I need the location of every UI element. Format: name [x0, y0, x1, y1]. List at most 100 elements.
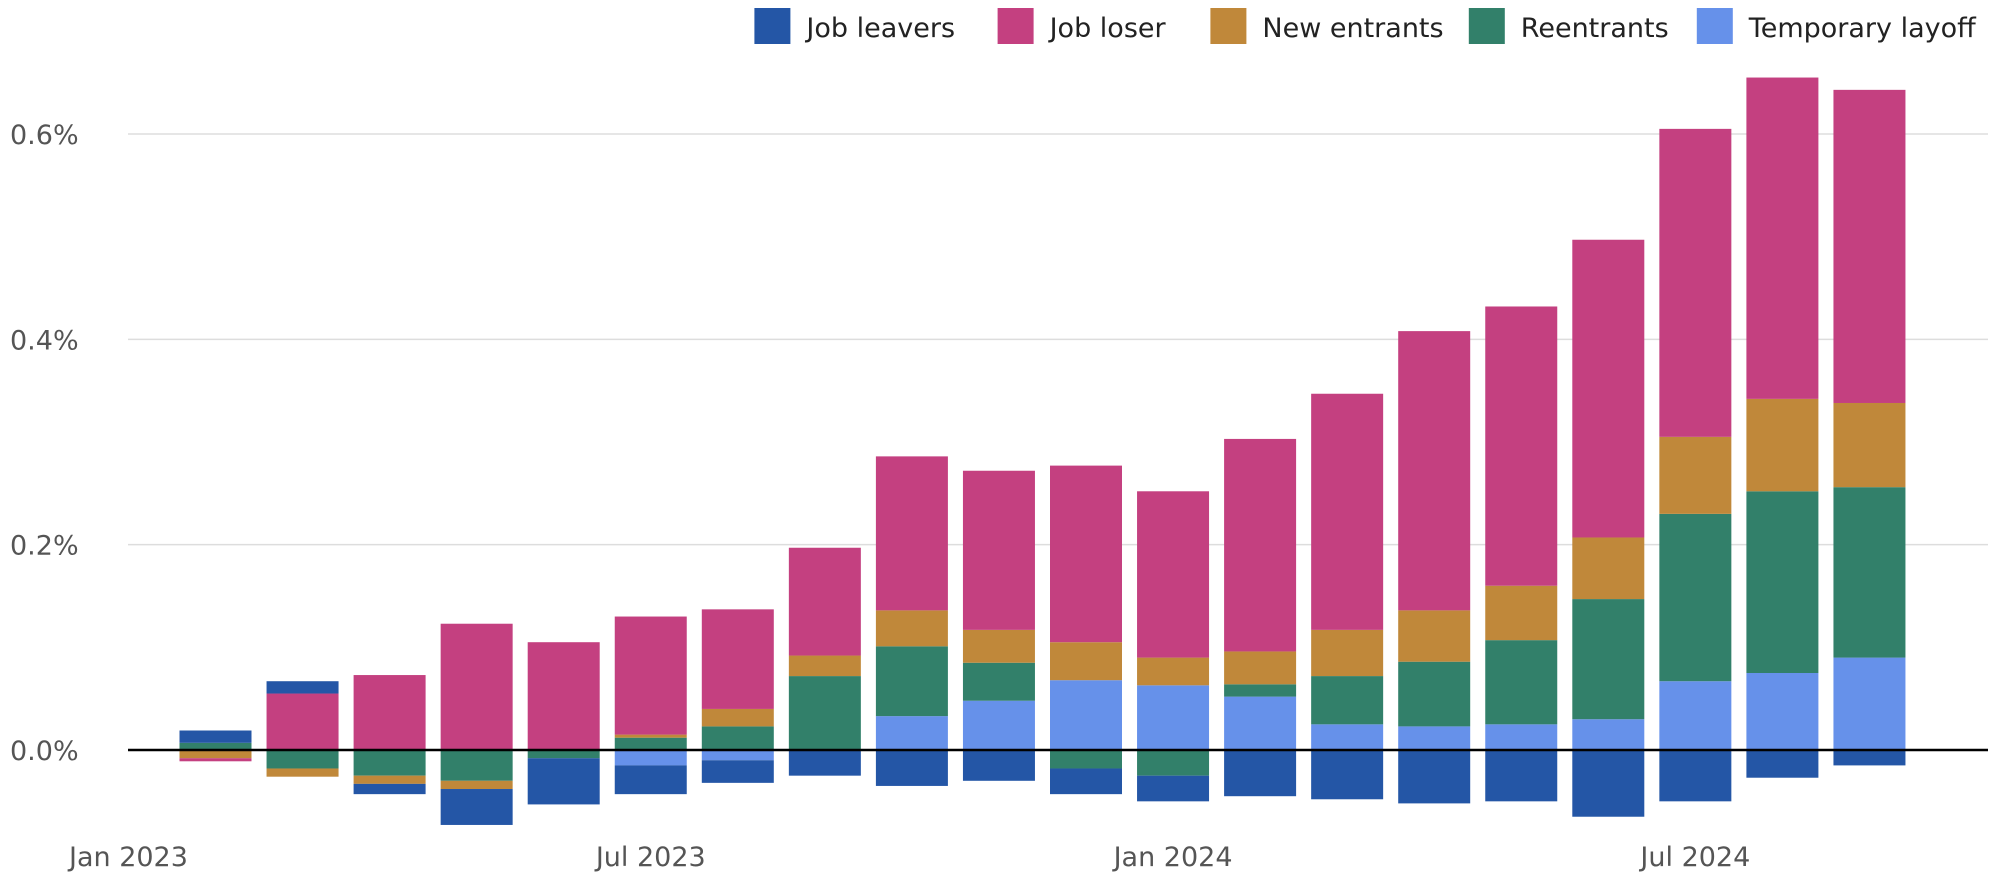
bar-segment-job-loser [527, 642, 600, 750]
x-tick-label: Jul 2024 [1638, 842, 1750, 873]
bar-stack [1485, 306, 1558, 802]
bar-segment-new-entrants [701, 708, 774, 727]
bar-segment-reentrants [875, 646, 948, 717]
bar-segment-new-entrants [1746, 398, 1819, 492]
bar-stack [1311, 393, 1384, 800]
bar-segment-reentrants [1398, 661, 1471, 727]
bar-stack [1137, 491, 1210, 802]
bar-segment-reentrants [1746, 491, 1819, 673]
bar-stack [614, 616, 687, 795]
bar-segment-new-entrants [614, 734, 687, 738]
legend-swatch [997, 8, 1034, 44]
bar-segment-job-leavers [1398, 750, 1471, 804]
bar-segment-temporary-layoff [1572, 719, 1645, 750]
bar-segment-job-leavers [266, 681, 339, 694]
bar-segment-reentrants [1137, 750, 1210, 776]
bar-segment-job-leavers [875, 750, 948, 786]
bar-segment-temporary-layoff [701, 750, 774, 761]
bar-segment-job-loser [1659, 128, 1732, 437]
y-tick-label: 0.4% [10, 325, 79, 356]
legend: Job leavers Job loser New entrants Reentran… [754, 8, 1977, 44]
bar-segment-job-loser [1485, 306, 1558, 586]
y-tick-label: 0.6% [10, 120, 79, 151]
bar-segment-temporary-layoff [1050, 680, 1122, 750]
bar-segment-job-leavers [1572, 750, 1645, 817]
x-tick-label: Jan 2024 [1112, 842, 1233, 873]
bar-segment-job-leavers [527, 758, 600, 805]
legend-item-job-leavers: Job leavers [754, 8, 955, 44]
bar-segment-temporary-layoff [1137, 685, 1210, 750]
bar-segment-new-entrants [1137, 657, 1210, 686]
bar-stack [1833, 89, 1906, 766]
bar-segment-job-leavers [1224, 750, 1297, 797]
bar-segment-new-entrants [1398, 610, 1471, 662]
legend-label: Temporary layoff [1748, 13, 1977, 44]
bar-segment-new-entrants [440, 780, 513, 790]
bar-stack [179, 730, 252, 762]
bar-segment-new-entrants [1224, 651, 1297, 685]
bar-segment-job-leavers [1137, 775, 1210, 802]
y-tick-label: 0.2% [10, 531, 79, 562]
bar-stack [875, 456, 948, 786]
bar-segment-job-leavers [962, 750, 1035, 781]
bar-segment-new-entrants [1833, 402, 1906, 488]
bar-segment-new-entrants [1311, 629, 1384, 677]
legend-item-job-loser: Job loser [997, 8, 1167, 44]
bar-segment-reentrants [1659, 513, 1732, 682]
bar-segment-reentrants [353, 750, 426, 776]
bar-stack [788, 547, 861, 776]
bar-stack [353, 675, 426, 795]
bar-segment-job-loser [701, 609, 774, 709]
legend-label: Job loser [1048, 13, 1167, 44]
bar-stack [266, 681, 339, 777]
bar-segment-reentrants [527, 750, 600, 759]
bar-segment-new-entrants [1485, 585, 1558, 641]
legend-label: New entrants [1262, 13, 1443, 44]
bar-segment-reentrants [1311, 676, 1384, 725]
axes: Jan 2023 Jul 2023 Jan 2024 Jul 2024 [67, 748, 1988, 873]
bar-segment-reentrants [962, 662, 1035, 701]
bar-segment-reentrants [1224, 684, 1297, 697]
bar-segment-temporary-layoff [1485, 724, 1558, 750]
bar-segment-job-loser [788, 547, 861, 656]
bar-stack [962, 470, 1035, 781]
legend-swatch [1210, 8, 1247, 44]
bars [179, 77, 1906, 825]
legend-label: Job leavers [804, 13, 955, 44]
bar-stack [527, 642, 600, 805]
bar-segment-job-leavers [1659, 750, 1732, 802]
bar-segment-job-leavers [353, 783, 426, 795]
bar-segment-reentrants [266, 750, 339, 769]
bar-segment-reentrants [701, 726, 774, 750]
bar-segment-job-leavers [1485, 750, 1558, 802]
bar-stack [1746, 77, 1819, 778]
bar-segment-reentrants [440, 750, 513, 781]
bar-segment-job-loser [614, 616, 687, 735]
bar-segment-reentrants [1572, 599, 1645, 720]
bar-segment-reentrants [614, 737, 687, 750]
bar-segment-new-entrants [1050, 642, 1122, 681]
legend-swatch [1696, 8, 1733, 44]
bar-segment-job-loser [353, 675, 426, 750]
x-tick-label: Jul 2023 [594, 842, 706, 873]
bar-segment-job-leavers [1833, 750, 1906, 766]
bar-segment-temporary-layoff [875, 716, 948, 750]
bar-segment-job-loser [1137, 491, 1210, 658]
bar-segment-temporary-layoff [1398, 726, 1471, 750]
bar-segment-job-leavers [788, 750, 861, 776]
bar-stack [701, 609, 774, 783]
bar-segment-new-entrants [179, 750, 252, 759]
bar-segment-job-leavers [1050, 768, 1122, 795]
y-tick-label: 0.0% [10, 736, 79, 767]
bar-segment-job-loser [266, 693, 339, 750]
bar-stack [1659, 128, 1732, 802]
bar-segment-job-loser [1050, 465, 1122, 643]
x-tick-label: Jan 2023 [67, 842, 188, 873]
legend-item-new-entrants: New entrants [1210, 8, 1444, 44]
bar-segment-job-loser [179, 758, 252, 762]
legend-swatch [1468, 8, 1505, 44]
bar-segment-job-loser [1833, 89, 1906, 403]
bar-segment-job-loser [962, 470, 1035, 630]
